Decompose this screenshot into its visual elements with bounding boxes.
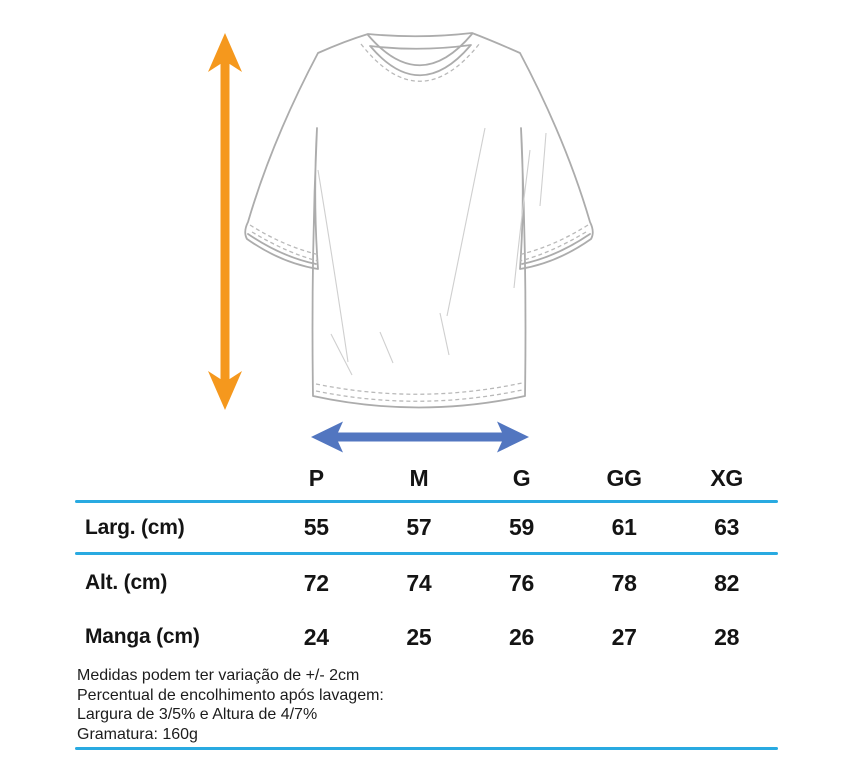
header-spacer: [75, 456, 265, 500]
note-line: Medidas podem ter variação de +/- 2cm: [77, 667, 360, 684]
row-label: Manga (cm): [85, 625, 200, 648]
size-value: 59: [508, 514, 534, 540]
size-value: 57: [406, 514, 432, 540]
size-value: 55: [303, 514, 329, 540]
size-value: 25: [406, 623, 432, 650]
size-table-header-row: P M G GG XG: [75, 456, 778, 500]
width-arrow-icon: [311, 421, 529, 453]
table-row-height: Alt. (cm) 72 74 76 78 82: [75, 555, 778, 611]
size-table: P M G GG XG Larg. (cm) 55 57 59 61 63 Al…: [75, 456, 778, 663]
collar-outer-edge: [370, 45, 471, 77]
size-value: 82: [714, 569, 740, 596]
size-value: 78: [611, 569, 637, 596]
size-value: 76: [508, 569, 534, 596]
note-line: Gramatura: 160g: [77, 725, 198, 743]
collar-inner-edge: [367, 33, 473, 67]
tshirt-illustration: [244, 32, 594, 409]
size-value: 72: [303, 569, 329, 596]
stitch-lines: [249, 42, 589, 402]
column-header-g: G: [512, 464, 531, 491]
table-divider: [75, 500, 778, 503]
height-arrow-icon: [208, 33, 242, 410]
fabric-creases: [317, 127, 547, 376]
note-line: Percentual de encolhimento após lavagem:: [77, 686, 384, 704]
measurement-notes: Medidas podem ter variação de +/- 2cm Pe…: [77, 666, 780, 744]
tshirt-body-outline: [244, 32, 594, 409]
size-value: 24: [303, 623, 329, 650]
size-value: 74: [406, 569, 432, 596]
left-sleeve-hem: [247, 233, 317, 265]
size-value: 26: [508, 623, 534, 650]
row-label: Larg. (cm): [85, 515, 185, 539]
column-header-m: M: [409, 464, 429, 491]
size-value: 28: [714, 623, 740, 650]
table-row-width: Larg. (cm) 55 57 59 61 63: [75, 503, 778, 552]
table-row-sleeve: Manga (cm) 24 25 26 27 28: [75, 611, 778, 663]
size-value: 27: [611, 623, 637, 650]
note-line: Largura de 3/5% e Altura de 4/7%: [77, 706, 318, 723]
table-bottom-divider: [75, 747, 778, 750]
right-sleeve-hem: [521, 233, 591, 265]
row-label: Alt. (cm): [85, 571, 168, 594]
column-header-p: P: [308, 464, 324, 491]
table-divider: [75, 552, 778, 555]
column-header-xg: XG: [710, 464, 743, 491]
size-value: 61: [611, 514, 637, 540]
tshirt-size-diagram: [208, 32, 594, 453]
size-value: 63: [714, 514, 740, 540]
column-header-gg: GG: [606, 464, 642, 491]
